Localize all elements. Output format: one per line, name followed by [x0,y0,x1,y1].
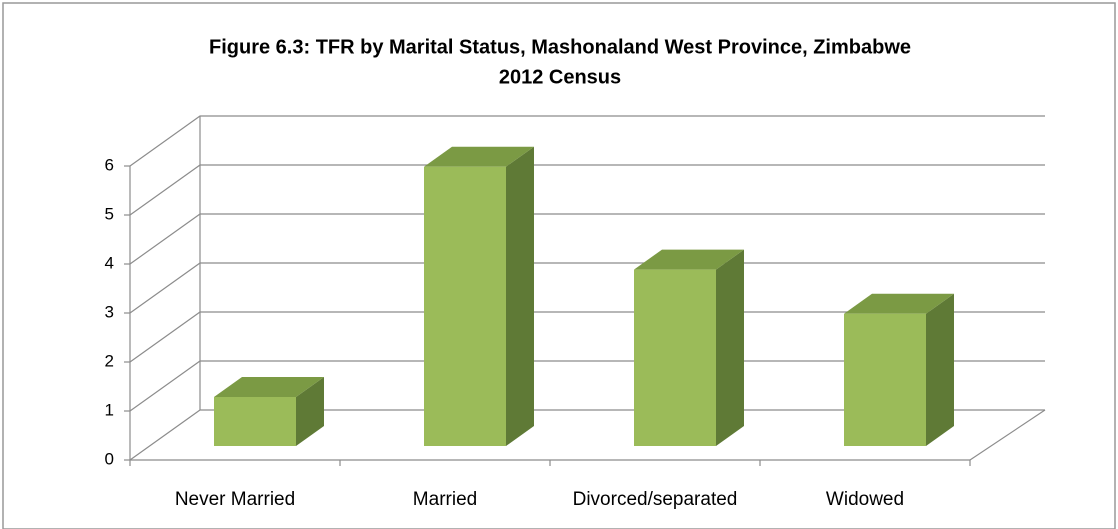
y-tick-label: 1 [105,400,114,419]
chart-title: Figure 6.3: TFR by Marital Status, Masho… [209,36,911,58]
y-tick-label: 0 [105,449,114,468]
x-tick-label: Divorced/separated [573,489,738,510]
bar-front [634,269,716,446]
y-tick-label: 4 [105,253,114,272]
bar-front [424,166,506,446]
chart-subtitle: 2012 Census [499,66,621,88]
x-tick-label: Married [413,489,477,510]
bar-side [716,249,744,446]
bar-top [844,293,954,314]
y-tick-label: 5 [105,204,114,223]
bar-front [214,397,296,446]
bar-top [214,377,324,397]
bar-top [634,249,744,270]
y-tick-label: 2 [105,351,114,370]
bar-top [424,146,534,167]
floor-edge [969,409,1046,461]
bar-front [844,313,926,446]
x-tick-label: Never Married [175,489,295,510]
x-tick-label: Widowed [826,489,904,510]
bar [634,249,744,446]
bar [844,293,954,446]
bar-side [296,377,324,446]
bar-side [506,146,534,446]
bar-side [926,293,954,446]
bar [214,377,324,446]
bar [424,146,534,446]
y-tick-label: 3 [105,302,114,321]
y-tick-label: 6 [105,155,114,174]
